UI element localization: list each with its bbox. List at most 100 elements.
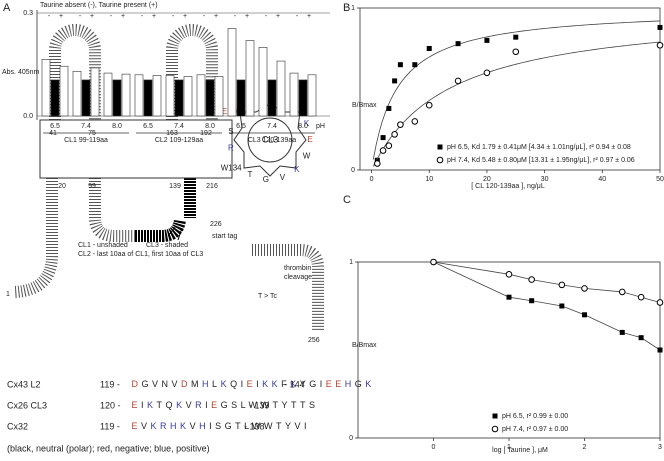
marker: [657, 24, 663, 30]
marker: [483, 69, 491, 77]
marker: [512, 48, 520, 56]
condition: T > Tc: [258, 293, 278, 300]
sign-label: +: [183, 13, 187, 20]
y-label: B/Bmax: [352, 342, 377, 349]
loop: [89, 178, 135, 242]
wheel-circle: [247, 117, 293, 163]
y-label: Abs. 405nm: [2, 69, 40, 76]
panel-label: A: [3, 2, 11, 14]
marker: [618, 288, 626, 296]
row-start: 119 -: [100, 379, 120, 389]
marker: [638, 335, 644, 341]
cleavage: thrombin: [284, 265, 311, 272]
marker: [637, 293, 645, 301]
loop-shaded: [135, 218, 186, 242]
marker: [430, 258, 437, 266]
bar: [165, 75, 175, 117]
y-tick-label: 1: [351, 5, 355, 12]
sign-label: -: [234, 13, 237, 20]
color-key: (black, neutral (polar); red, negative; …: [7, 443, 210, 453]
marker: [412, 62, 418, 68]
x-tick-label: 6.5: [236, 123, 246, 130]
marker: [425, 101, 433, 109]
x-tick-label: 20: [483, 176, 491, 183]
sign-label: +: [90, 13, 94, 20]
plot-frame: [359, 7, 661, 171]
x-tick-label: 8.0: [205, 123, 215, 130]
bar: [205, 79, 215, 117]
marker: [513, 34, 519, 40]
y-label: B/Bmax: [352, 102, 377, 109]
wheel-residue: G: [263, 175, 269, 184]
wheel-residue: W134: [221, 163, 242, 172]
wheel-residue: R: [228, 143, 234, 152]
group-label: CL3 120-139aa: [248, 137, 296, 144]
marker: [386, 105, 392, 111]
marker: [657, 347, 663, 353]
residue-number: 20: [58, 183, 66, 190]
x-label: [ CL 120-139aa ], ng/μL: [471, 183, 545, 190]
bar: [236, 79, 246, 117]
bar: [298, 79, 308, 117]
sign-label: -: [172, 13, 175, 20]
alignment: Cx43 L2 119 - D G V N V D M H L K Q I E I K K F K Y G I E E H G K- …: [7, 379, 371, 431]
row-end: - 144: [284, 379, 305, 389]
bar: [289, 72, 299, 117]
bar: [41, 59, 51, 117]
x-tick-label: 7.4: [81, 123, 91, 130]
y-tick-label: 1: [349, 259, 353, 266]
row-end: - 138: [244, 421, 265, 431]
x-tick-label: 50: [656, 176, 664, 183]
legend-label: pH 6.5, r² 0.99 ± 0.00: [502, 413, 568, 420]
row-start: 119 -: [100, 421, 120, 431]
x-tick-label: 8.0: [112, 123, 122, 130]
arrow: [167, 225, 183, 241]
marker: [656, 41, 664, 49]
wheel-residue: W: [303, 151, 311, 160]
sign-label: -: [48, 13, 51, 20]
row-label: Cx32: [7, 421, 28, 431]
marker: [392, 78, 398, 84]
note: CL3 - shaded: [146, 242, 188, 249]
bar: [214, 76, 224, 117]
marker: [559, 303, 565, 309]
sign-label: -: [203, 13, 206, 20]
wheel-center: CL3: [262, 134, 279, 144]
fit-line: [433, 261, 661, 351]
x-tick-label: 1: [507, 444, 511, 451]
marker: [397, 62, 403, 68]
membrane-box: [39, 119, 233, 179]
residue-number: 256: [308, 337, 320, 344]
sign-label: -: [265, 13, 268, 20]
marker: [619, 329, 625, 335]
bar: [134, 74, 144, 117]
x-tick-label: 2: [583, 444, 587, 451]
row-end: - 139: [249, 400, 270, 410]
bar: [143, 79, 153, 117]
y-tick-label: 0.0: [23, 113, 33, 120]
y-tick-label: 0.3: [23, 10, 33, 17]
x-tick-label: 7.4: [267, 123, 277, 130]
sign-label: +: [59, 13, 63, 20]
sign-label: +: [214, 13, 218, 20]
bar: [72, 71, 82, 117]
marker: [582, 312, 587, 318]
x-tick-label: 0: [432, 444, 436, 451]
marker: [528, 276, 535, 283]
sign-label: +: [152, 13, 156, 20]
residue-number: 99: [88, 183, 96, 190]
marker: [529, 298, 535, 304]
bar: [258, 47, 268, 117]
x-label: log [ Taurine ], μM: [492, 447, 548, 454]
note: CL2 - last 10aa of CL1, first 10aa of CL…: [78, 251, 203, 258]
wheel-residue: K: [304, 119, 310, 128]
bar: [307, 74, 317, 117]
tail: [14, 178, 58, 298]
marker: [656, 299, 664, 306]
sign-label: -: [141, 13, 144, 20]
x-tick-label: 3: [658, 444, 662, 451]
